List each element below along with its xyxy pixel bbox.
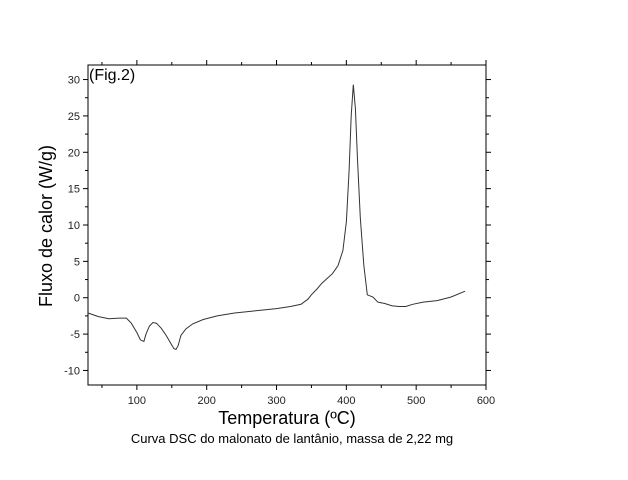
y-tick-label: 5 (74, 256, 80, 268)
y-axis-ticks: -10 -5 0 5 10 15 20 25 30 (64, 75, 491, 377)
y-tick-label: 25 (68, 111, 80, 123)
y-tick-label: 20 (68, 147, 80, 159)
x-tick-label: 600 (477, 395, 495, 407)
x-tick-label: 100 (128, 395, 146, 407)
y-tick-label: -5 (70, 329, 80, 341)
plot-frame (87, 64, 487, 386)
y-tick-label: 30 (68, 75, 80, 87)
y-tick-label: 0 (74, 293, 80, 305)
x-tick-label: 300 (267, 395, 285, 407)
y-tick-label: 10 (68, 220, 80, 232)
y-axis-title: Fluxo de calor (W/g) (36, 145, 56, 307)
panel-label: (Fig.2) (89, 67, 135, 84)
x-tick-label: 500 (407, 395, 425, 407)
y-tick-label: -10 (64, 365, 80, 377)
dsc-curve-line (87, 84, 466, 351)
x-axis-title: Temperatura (ºC) (218, 408, 356, 428)
y-tick-label: 15 (68, 184, 80, 196)
x-tick-label: 200 (198, 395, 216, 407)
figure-caption: Curva DSC do malonato de lantânio, massa… (130, 431, 454, 446)
x-axis-ticks: 100 200 300 400 500 600 (101, 60, 495, 407)
x-tick-label: 400 (337, 395, 355, 407)
